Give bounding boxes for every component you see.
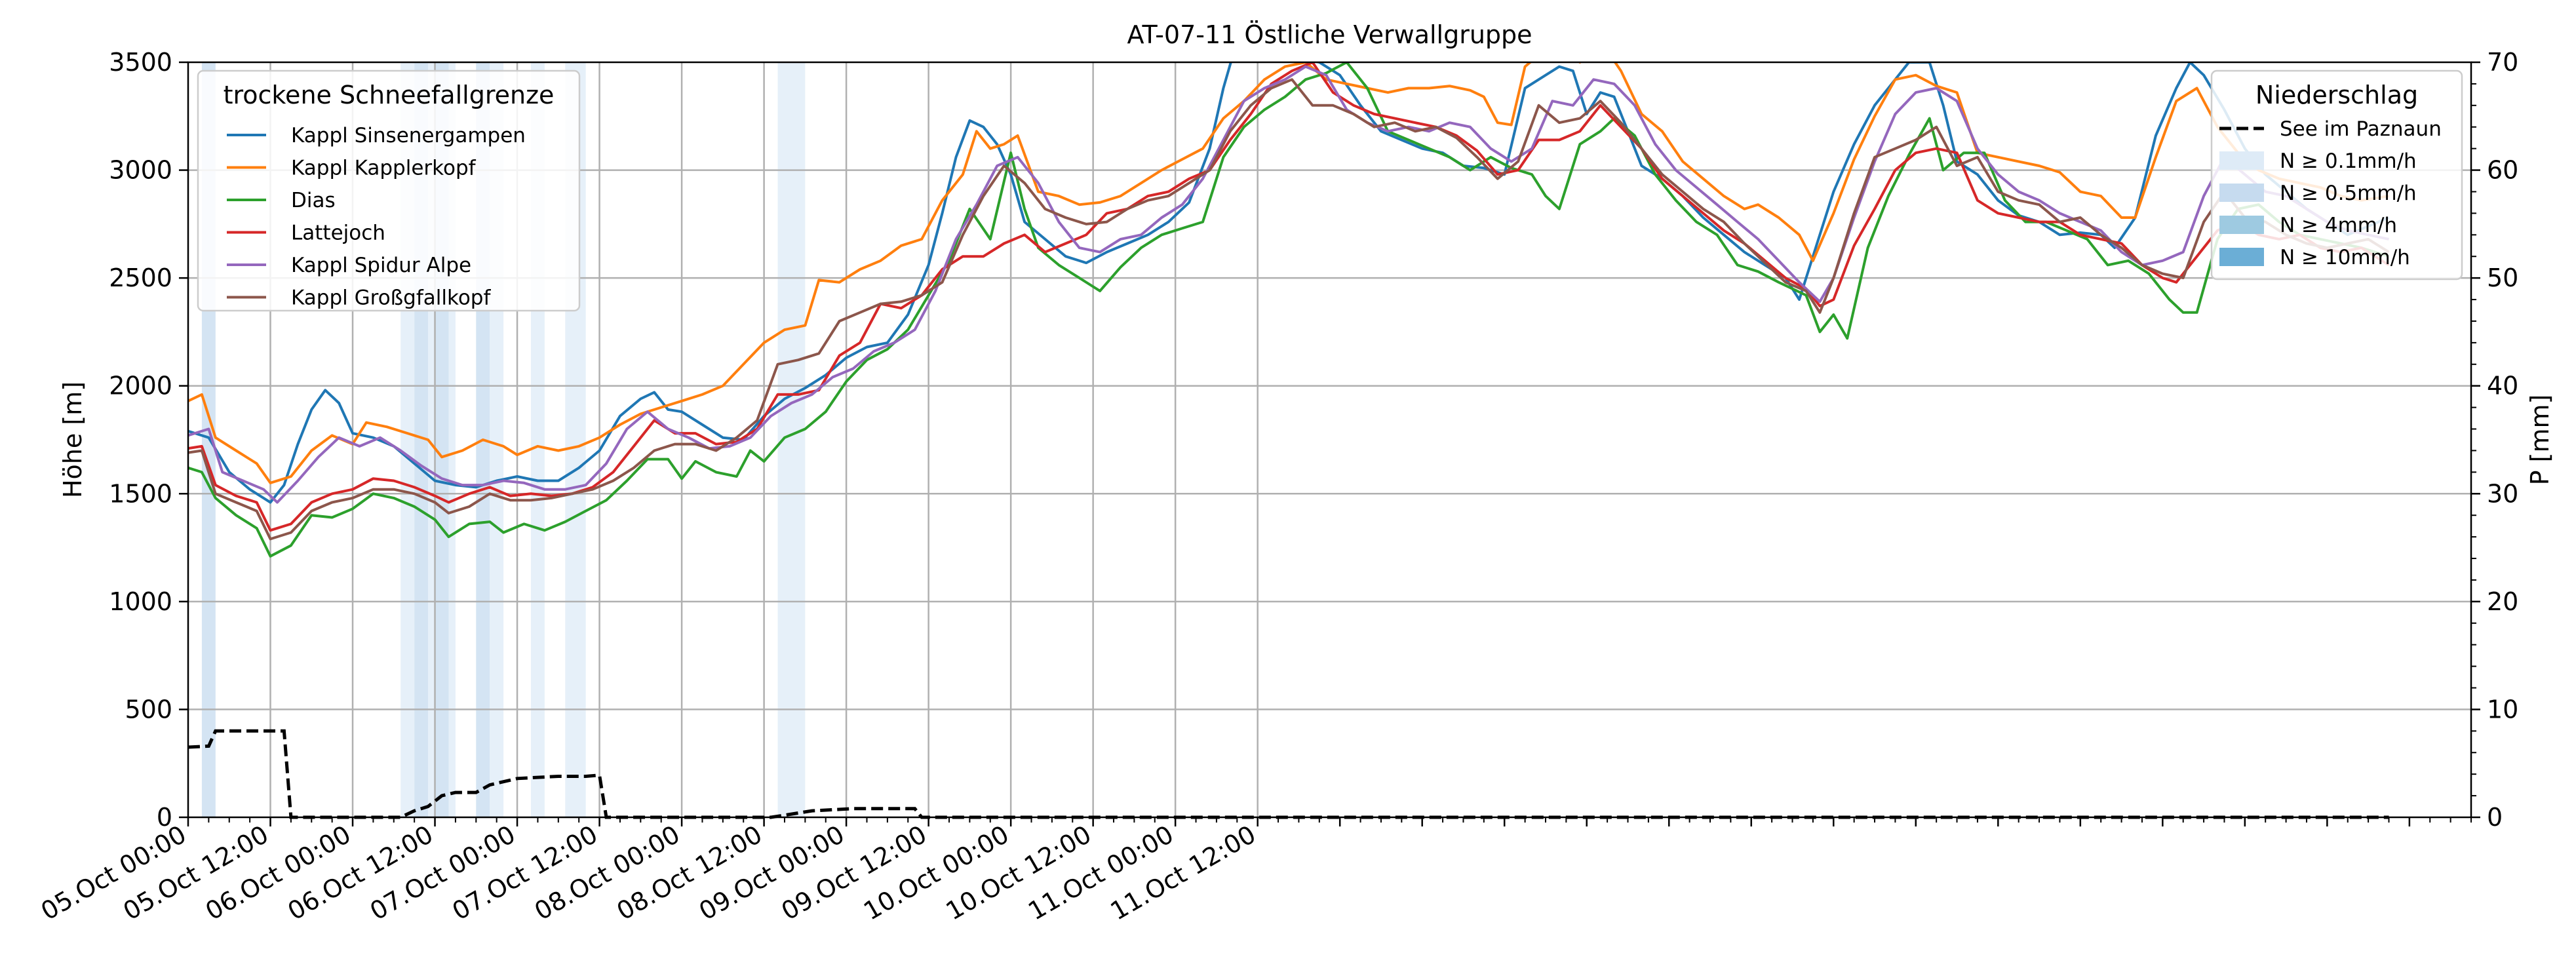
- y-axis-label-right: P [mm]: [2526, 395, 2554, 486]
- ytick-label-right-3: 30: [2487, 479, 2518, 508]
- ytick-label-left-0: 0: [157, 803, 172, 832]
- legend-right-label-2: N ≥ 0.5mm/h: [2280, 182, 2417, 205]
- legend-left-title: trockene Schneefallgrenze: [224, 81, 555, 109]
- series-line-0: [188, 62, 2390, 504]
- ytick-label-left-6: 3000: [109, 156, 172, 185]
- precip-band-5: [448, 62, 456, 817]
- series-line-5: [188, 78, 2390, 541]
- precipitation-series: [187, 729, 2389, 819]
- ytick-label-left-1: 500: [125, 695, 172, 724]
- legend-left-label-1: Kappl Kapplerkopf: [291, 157, 477, 180]
- precip-band-3: [428, 62, 435, 817]
- legend-left-label-0: Kappl Sinsenergampen: [291, 124, 526, 147]
- legend-left-box: [197, 69, 581, 312]
- legend-right-swatch-4: [2219, 248, 2264, 266]
- legend-left-label-4: Kappl Spidur Alpe: [291, 254, 471, 277]
- ytick-label-left-2: 1000: [109, 587, 172, 616]
- series-line-3: [188, 62, 2390, 532]
- ytick-label-right-1: 10: [2487, 695, 2518, 724]
- legend-right-swatch-2: [2219, 184, 2264, 202]
- ytick-label-right-4: 40: [2487, 372, 2518, 400]
- legend-right-label-4: N ≥ 10mm/h: [2280, 246, 2410, 269]
- ytick-label-right-0: 0: [2487, 803, 2503, 832]
- series-line-4: [188, 65, 2389, 504]
- chart-title: AT-07-11 Östliche Verwallgruppe: [1127, 20, 1532, 49]
- legend-left-label-5: Kappl Großgfallkopf: [291, 286, 491, 310]
- legend-precipitation: Niederschlag See im Paznaun N ≥ 0.1mm/h N ≥…: [2210, 69, 2463, 281]
- legend-left-label-3: Lattejoch: [291, 222, 385, 245]
- legend-left-label-2: Dias: [291, 189, 336, 212]
- ytick-label-right-2: 20: [2487, 587, 2518, 616]
- legend-right-label-1: N ≥ 0.1mm/h: [2280, 149, 2417, 173]
- ytick-label-left-7: 3500: [109, 48, 172, 77]
- series-line-2: [188, 62, 2390, 558]
- snowline-series: [188, 62, 2390, 558]
- legend-snowfall-limit: trockene Schneefallgrenze Kappl Sinsenerg…: [197, 69, 581, 312]
- ytick-label-right-5: 50: [2487, 263, 2518, 292]
- ytick-label-left-4: 2000: [109, 372, 172, 400]
- precip-line: [187, 729, 2389, 819]
- legend-right-swatch-3: [2219, 216, 2264, 234]
- plot-frame: [187, 61, 2472, 819]
- legend-right-box: [2210, 69, 2463, 281]
- legend-right-swatch-1: [2219, 151, 2264, 170]
- y-axis-label-left: Höhe [m]: [58, 381, 87, 498]
- legend-right-label-0: See im Paznaun: [2280, 117, 2442, 141]
- ytick-label-left-3: 1500: [109, 479, 172, 508]
- legend-right-title: Niederschlag: [2255, 81, 2418, 109]
- legend-right-label-3: N ≥ 4mm/h: [2280, 214, 2397, 237]
- ytick-label-left-5: 2500: [109, 263, 172, 292]
- ytick-label-right-6: 60: [2487, 156, 2518, 185]
- series-line-1: [188, 62, 2389, 484]
- ytick-label-right-7: 70: [2487, 48, 2518, 77]
